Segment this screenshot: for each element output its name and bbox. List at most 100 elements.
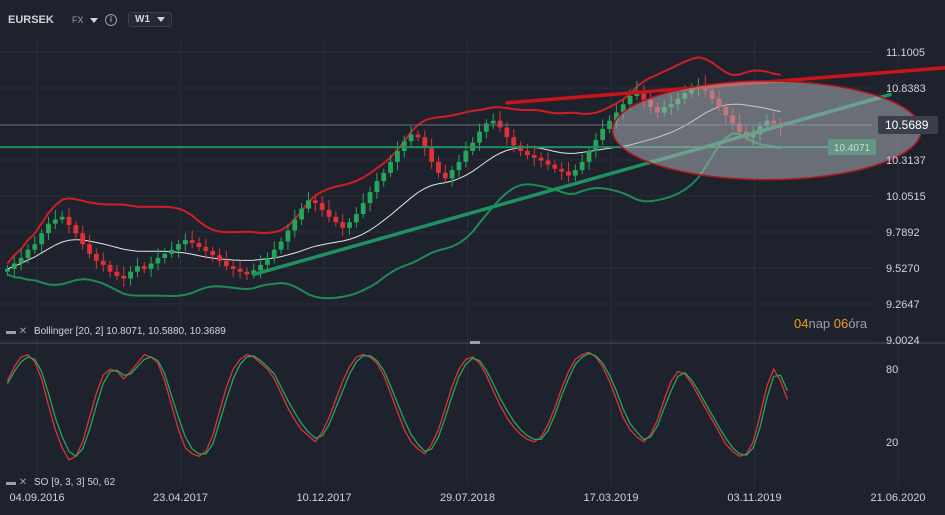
candle-body <box>155 257 161 264</box>
candle-body <box>463 150 469 162</box>
candle-body <box>442 172 448 179</box>
stochastic-oscillator <box>6 351 789 461</box>
candle-body <box>456 161 462 171</box>
bollinger-params: [20, 2] <box>75 326 104 337</box>
countdown-hours-unit: óra <box>848 316 868 331</box>
candle-body <box>52 219 58 224</box>
candle-body <box>552 164 558 169</box>
candle-body <box>381 172 387 182</box>
symbol-name[interactable]: EURSEK <box>8 14 54 26</box>
candle-body <box>525 150 530 156</box>
highlight-ellipse <box>611 80 922 181</box>
candle-body <box>162 253 168 258</box>
candle-body <box>265 257 270 265</box>
candle-body <box>593 139 599 151</box>
candle-body <box>511 137 517 146</box>
candle-body <box>395 150 400 162</box>
candle-body <box>210 251 216 256</box>
candle-body <box>613 112 619 121</box>
candle-body <box>292 219 298 231</box>
y-tick-label: 9.7892 <box>886 227 920 239</box>
candle-body <box>148 263 154 269</box>
x-tick-label: 04.09.2016 <box>9 492 64 504</box>
candle-body <box>285 230 291 242</box>
candle-body <box>93 253 99 261</box>
candle-body <box>176 244 181 250</box>
grid-lines <box>0 40 945 486</box>
candle-body <box>121 275 127 279</box>
axes: 11.1005 10.8383 10.3137 10.0515 9.7892 9.5270… <box>9 47 938 504</box>
candle-body <box>278 241 284 250</box>
candle-body <box>504 127 510 138</box>
candle-body <box>326 209 332 217</box>
y-tick-label: 9.2647 <box>886 299 920 311</box>
candle-body <box>566 171 571 176</box>
candle-body <box>66 216 72 226</box>
candle-body <box>230 266 236 269</box>
stoch-line-d <box>6 352 788 458</box>
candle-body <box>11 263 17 269</box>
chevron-down-icon <box>156 16 165 22</box>
indicator-settings-icon[interactable]: ▬ ✕ <box>6 326 28 337</box>
candle-body <box>347 222 352 228</box>
market-type[interactable]: FX <box>72 15 99 25</box>
candle-body <box>388 161 393 173</box>
candle-body <box>374 181 380 193</box>
candle-body <box>333 216 339 223</box>
countdown-days-unit: nap <box>808 316 831 331</box>
candle-body <box>627 95 633 105</box>
candle-countdown: 04nap 06óra <box>794 316 867 331</box>
y-tick-label: 11.1005 <box>886 47 925 59</box>
candle-body <box>39 233 45 245</box>
candle-body <box>559 168 565 172</box>
candle-body <box>25 249 31 258</box>
info-icon: i <box>105 14 117 26</box>
candle-body <box>32 244 38 250</box>
x-tick-label: 03.11.2019 <box>727 492 781 504</box>
candle-body <box>538 157 544 161</box>
bollinger-upper-band <box>6 56 781 265</box>
candle-body <box>641 90 647 101</box>
candle-body <box>100 260 106 265</box>
candle-body <box>477 131 482 143</box>
x-tick-label: 17.03.2019 <box>583 492 638 504</box>
candle-body <box>73 225 79 234</box>
stoch-name: SO <box>33 477 49 488</box>
candle-body <box>531 155 537 158</box>
chevron-down-icon <box>90 18 99 24</box>
candle-body <box>128 271 133 279</box>
candle-body <box>5 268 10 272</box>
candle-body <box>189 240 195 243</box>
symbol-info-button[interactable]: i <box>105 13 117 26</box>
candle-body <box>18 257 24 264</box>
candle-body <box>196 242 202 247</box>
candle-body <box>169 249 175 254</box>
candle-body <box>353 214 359 223</box>
chart-toolbar: EURSEK FX i W1 <box>0 0 945 38</box>
bollinger-lower-band <box>7 132 781 300</box>
stochastic-legend: ▬ ✕ SO [9, 3, 3] 50, 62 <box>6 477 115 488</box>
candle-body <box>367 192 373 204</box>
candle-body <box>306 200 311 209</box>
candle-body <box>87 244 92 254</box>
indicator-settings-icon[interactable]: ▬ ✕ <box>6 477 28 488</box>
user-drawings: 10.4071 <box>0 65 945 277</box>
candle-body <box>401 141 407 151</box>
candle-body <box>271 249 277 258</box>
current-price-label: 10.5689 <box>885 118 929 132</box>
bollinger-name: Bollinger <box>33 326 73 337</box>
candle-body <box>217 255 222 261</box>
candle-body <box>141 266 147 269</box>
candle-body <box>360 203 366 215</box>
countdown-days: 04 <box>794 316 809 331</box>
timeframe-selector[interactable]: W1 <box>128 12 172 27</box>
y-tick-label: 10.3137 <box>886 155 926 167</box>
candle-body <box>299 208 305 220</box>
candle-body <box>251 270 257 275</box>
candle-body <box>258 264 263 271</box>
y-tick-label: 9.0024 <box>886 335 920 347</box>
x-tick-label: 23.04.2017 <box>153 492 208 504</box>
bollinger-middle-value: 10.5880, <box>147 326 187 337</box>
x-tick-label: 10.12.2017 <box>296 492 351 504</box>
